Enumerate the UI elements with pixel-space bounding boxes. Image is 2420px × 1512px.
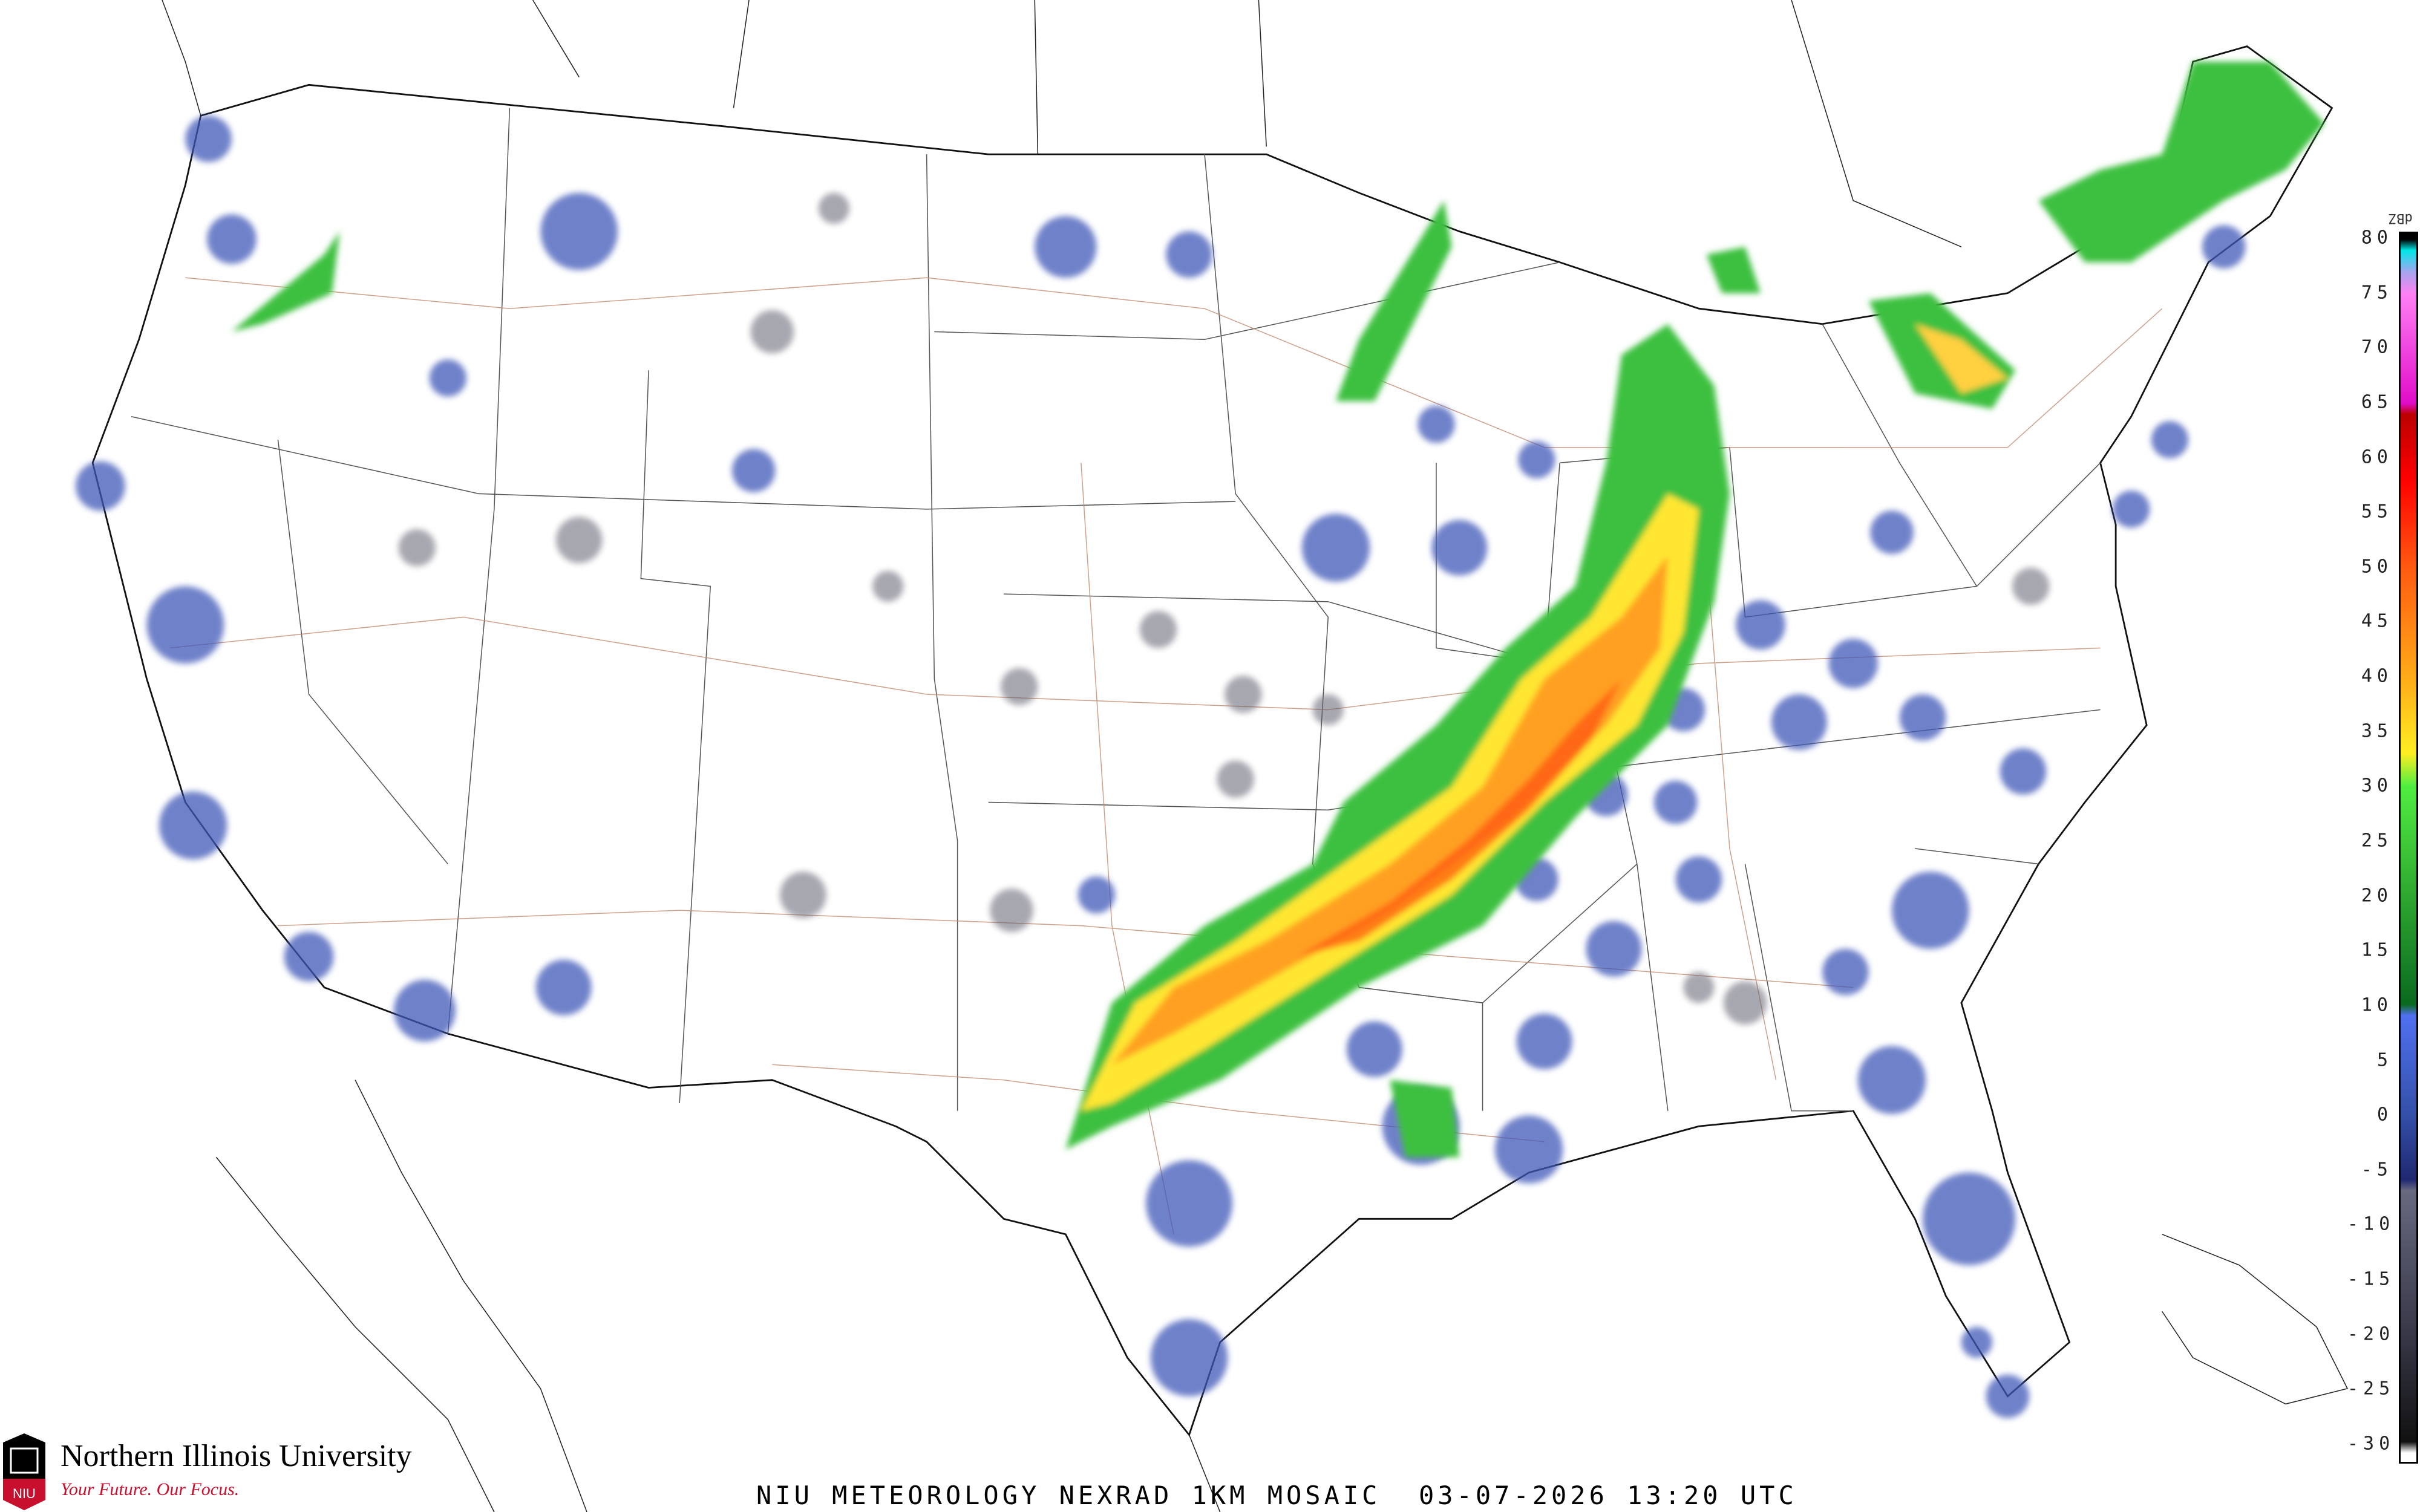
clear-air-echoes xyxy=(398,192,2050,1025)
product-title: NIU METEOROLOGY NEXRAD 1KM MOSAIC 03-07-… xyxy=(756,1481,1797,1510)
legend-tick-label: 60 xyxy=(2361,446,2393,468)
legend-tick-label: 30 xyxy=(2361,775,2393,797)
legend-tick-label: 70 xyxy=(2361,336,2393,358)
university-name: Northern Illinois University xyxy=(60,1439,412,1473)
boundary-lines xyxy=(162,0,2349,1512)
radar-echoes xyxy=(76,62,2324,1418)
legend-tick-label: 25 xyxy=(2361,830,2393,852)
main-squall-line xyxy=(231,62,2324,1158)
legend-tick-label: -20 xyxy=(2347,1323,2395,1345)
niu-logo: NIU xyxy=(3,1433,45,1510)
legend-tick-label: 5 xyxy=(2376,1049,2393,1071)
legend-tick-label: 40 xyxy=(2361,665,2393,687)
niu-mark: NIU xyxy=(13,1486,36,1501)
legend-tick-label: -25 xyxy=(2347,1378,2395,1400)
legend-tick-label: 75 xyxy=(2361,282,2393,304)
legend-tick-label: -15 xyxy=(2347,1268,2395,1290)
legend-tick-label: 0 xyxy=(2376,1104,2393,1126)
university-tagline: Your Future. Our Focus. xyxy=(60,1479,240,1499)
legend-tick-label: -30 xyxy=(2347,1433,2395,1455)
legend-tick-label: 50 xyxy=(2361,556,2393,578)
legend-tick-label: 55 xyxy=(2361,501,2393,523)
legend-tick-label: 80 xyxy=(2361,227,2393,249)
legend-tick-label: 35 xyxy=(2361,720,2393,742)
legend-units: dBZ xyxy=(2389,210,2413,226)
dbz-color-scale xyxy=(2399,232,2418,1464)
legend-tick-label: -5 xyxy=(2361,1159,2393,1181)
legend-tick-label: 10 xyxy=(2361,994,2393,1016)
legend-tick-label: 20 xyxy=(2361,885,2393,907)
legend-tick-label: -10 xyxy=(2347,1213,2395,1235)
legend-tick-label: 65 xyxy=(2361,391,2393,413)
legend-tick-label: 15 xyxy=(2361,939,2393,961)
us-outline xyxy=(91,45,2333,1437)
light-echoes xyxy=(76,116,2246,1418)
legend-tick-label: 45 xyxy=(2361,610,2393,632)
